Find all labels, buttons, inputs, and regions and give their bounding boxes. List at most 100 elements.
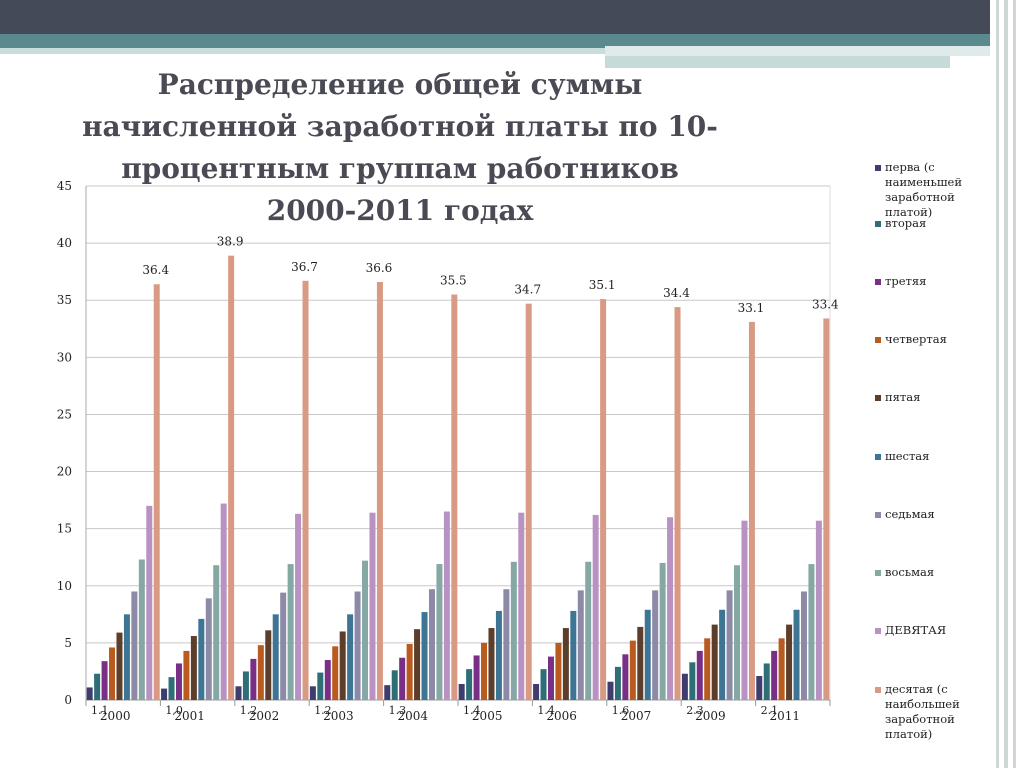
bar-2007-s10 (674, 307, 681, 700)
bar-2009-s8 (734, 565, 741, 700)
legend-label: седьмая (885, 507, 935, 521)
bar-2000-s2 (94, 673, 101, 700)
x-category-label: 2005 (472, 709, 503, 723)
bar-2011-s5 (786, 624, 793, 700)
legend-swatch (875, 221, 881, 227)
data-label-top-group: 36.7 (291, 260, 318, 274)
bar-2005-s3 (473, 655, 480, 700)
data-label-top-group: 36.6 (366, 261, 393, 275)
bar-2000-s6 (123, 614, 130, 700)
y-tick-label: 40 (57, 236, 72, 250)
bar-2000-s8 (138, 559, 145, 700)
legend-item: десятая (с наибольшей заработной платой) (875, 682, 995, 742)
bar-2001-s8 (213, 565, 220, 700)
legend-item: вторая (875, 216, 995, 231)
data-label-top-group: 35.5 (440, 274, 467, 288)
bar-2001-s5 (190, 636, 197, 700)
bar-2005-s1 (458, 684, 465, 700)
bar-2006-s1 (533, 684, 540, 700)
legend-item: шестая (875, 449, 995, 464)
bar-2004-s10 (451, 294, 458, 700)
bar-2002-s1 (235, 686, 242, 700)
bar-2001-s4 (183, 650, 190, 700)
x-category-label: 2002 (249, 709, 280, 723)
bar-2009-s9 (741, 520, 748, 700)
bar-2005-s10 (525, 303, 532, 700)
x-category-label: 2009 (695, 709, 726, 723)
data-label-first-group: 1.2 (240, 704, 257, 717)
bar-2005-s5 (488, 628, 495, 700)
bar-2006-s2 (540, 669, 547, 700)
x-category-label: 2000 (100, 709, 131, 723)
bar-2007-s6 (644, 609, 651, 700)
legend-item: ДЕВЯТАЯ (875, 623, 995, 638)
bar-2002-s4 (257, 645, 264, 700)
header-bar (0, 0, 990, 34)
bar-2003-s2 (317, 672, 324, 700)
data-label-first-group: 1.1 (91, 704, 109, 717)
bar-2006-s4 (555, 642, 562, 700)
data-label-top-group: 35.1 (589, 278, 616, 292)
legend-label: перва (с наименьшей заработной платой) (885, 160, 963, 219)
x-category-label: 2011 (770, 709, 801, 723)
bar-2005-s7 (503, 589, 510, 700)
bar-2000-s1 (86, 687, 93, 700)
bar-2002-s2 (242, 671, 249, 700)
y-tick-label: 25 (57, 407, 72, 421)
legend-swatch (875, 165, 881, 171)
y-tick-label: 35 (57, 293, 72, 307)
data-label-top-group: 33.4 (812, 297, 839, 311)
bar-2007-s7 (652, 590, 659, 700)
bar-2007-s9 (667, 517, 674, 700)
y-tick-label: 30 (57, 350, 72, 364)
bar-2005-s8 (510, 561, 517, 700)
bar-2001-s10 (228, 255, 235, 701)
bar-2011-s10 (823, 318, 830, 700)
bar-2001-s7 (205, 598, 212, 700)
data-label-first-group: 1,0 (165, 704, 183, 717)
legend-swatch (875, 628, 881, 634)
x-category-label: 2006 (546, 709, 577, 723)
bar-2009-s2 (689, 662, 696, 700)
y-tick-label: 0 (64, 693, 72, 707)
bar-2003-s6 (347, 614, 354, 700)
legend-label: третяя (885, 274, 927, 288)
bar-2002-s5 (265, 630, 272, 700)
bar-2004-s7 (428, 589, 435, 700)
bar-2002-s8 (287, 564, 294, 700)
header-step-band-1 (605, 46, 990, 56)
bar-2005-s2 (466, 669, 473, 700)
bar-2009-s4 (704, 638, 711, 700)
bar-2009-s5 (711, 624, 718, 700)
bar-2006-s7 (577, 590, 584, 700)
bar-2000-s5 (116, 632, 123, 700)
legend-swatch (875, 687, 881, 693)
bar-2006-s10 (600, 299, 607, 700)
bar-2005-s9 (518, 512, 525, 700)
header-accent-band (0, 34, 990, 48)
bar-2011-s8 (808, 564, 815, 700)
bar-2002-s9 (295, 513, 302, 700)
bar-2009-s1 (681, 673, 688, 700)
y-tick-label: 5 (64, 636, 72, 650)
bar-2003-s7 (354, 591, 361, 700)
bar-2004-s5 (414, 629, 421, 700)
bar-2000-s9 (146, 505, 153, 700)
data-label-top-group: 36.4 (142, 263, 169, 277)
bar-2007-s1 (607, 681, 614, 700)
bar-2006-s8 (585, 561, 592, 700)
bar-2005-s6 (495, 610, 502, 700)
bar-2006-s5 (562, 628, 569, 700)
bar-2003-s3 (324, 660, 331, 700)
bar-2011-s3 (771, 650, 778, 700)
bar-2001-s6 (198, 618, 205, 700)
bar-2003-s1 (309, 686, 316, 700)
x-category-label: 2001 (174, 709, 205, 723)
legend-label: десятая (с наибольшей заработной платой) (885, 682, 960, 741)
bar-2003-s5 (339, 631, 346, 700)
bar-2000-s7 (131, 591, 138, 700)
bar-2003-s4 (332, 646, 339, 700)
x-category-label: 2004 (398, 709, 429, 723)
legend-label: ДЕВЯТАЯ (885, 623, 947, 637)
